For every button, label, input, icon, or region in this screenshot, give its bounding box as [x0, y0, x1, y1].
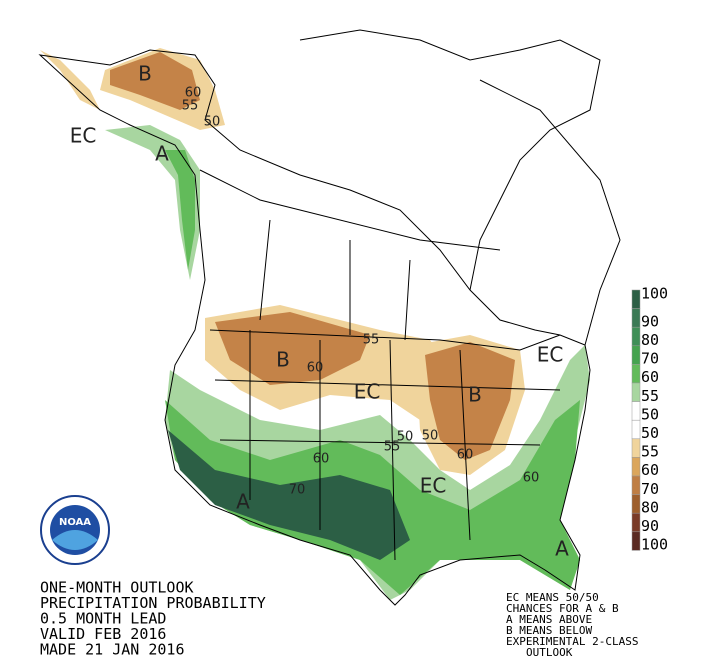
- region: [425, 342, 515, 460]
- legend-label: 100: [641, 285, 668, 303]
- map-label: 50: [204, 115, 221, 130]
- region: [215, 312, 370, 385]
- map-label: 50: [397, 430, 414, 445]
- legend-swatch: [631, 401, 641, 421]
- legend-swatch: [631, 382, 641, 402]
- outlook-line: PRECIPITATION PROBABILITY: [40, 594, 266, 612]
- legend-label: 55: [641, 387, 659, 405]
- outlook-line: VALID FEB 2016: [40, 625, 166, 643]
- legend-label: 50: [641, 405, 659, 423]
- outlook-line: 0.5 MONTH LEAD: [40, 610, 166, 628]
- map-label: 55: [384, 440, 401, 455]
- noaa-logo: NOAA: [40, 495, 110, 565]
- region: [110, 52, 200, 110]
- map-label: A: [155, 142, 169, 166]
- note-line: A MEANS ABOVE: [506, 613, 592, 626]
- outlook-line: ONE-MONTH OUTLOOK: [40, 579, 194, 597]
- legend-swatch: [631, 457, 641, 477]
- map-label: B: [276, 348, 290, 372]
- map-label: EC: [420, 474, 447, 498]
- map-label: 60: [313, 452, 330, 467]
- map-label: B: [468, 383, 482, 407]
- legend-swatch: [631, 345, 641, 365]
- map-label: 50: [422, 429, 439, 444]
- legend-swatch: [631, 308, 641, 328]
- logo-wave: [52, 530, 98, 550]
- note-line: B MEANS BELOW: [506, 624, 592, 637]
- note-line: EC MEANS 50/50: [506, 591, 599, 604]
- map-label: 60: [457, 448, 474, 463]
- map-label: A: [555, 537, 569, 561]
- map-label: EC: [537, 343, 564, 367]
- logo-text: NOAA: [59, 517, 91, 528]
- legend-swatch: [631, 326, 641, 347]
- legend-swatch: [631, 419, 641, 440]
- map-label: B: [138, 62, 152, 86]
- map-label: 60: [523, 471, 540, 486]
- map-label: EC: [70, 124, 97, 148]
- probability-regions: [40, 48, 590, 600]
- legend-label: 80: [641, 331, 659, 349]
- map-label: 55: [182, 99, 199, 114]
- legend-swatch: [631, 494, 641, 514]
- legend-swatch: [631, 364, 641, 384]
- map-label: 55: [363, 333, 380, 348]
- region: [168, 430, 410, 560]
- map-label: 70: [289, 483, 306, 498]
- legend-swatch: [631, 438, 641, 458]
- legend-swatch: [631, 289, 641, 309]
- map-label: 60: [185, 86, 202, 101]
- note-line: OUTLOOK: [526, 646, 573, 659]
- legend-label: 55: [641, 443, 659, 461]
- region: [165, 150, 195, 270]
- coastline: [38, 49, 591, 606]
- legend-label: 50: [641, 424, 659, 442]
- border: [199, 169, 561, 351]
- outlook-line: MADE 21 JAN 2016: [40, 641, 185, 659]
- note-line: CHANCES FOR A & B: [506, 602, 619, 615]
- legend-label: 100: [641, 536, 668, 554]
- map-label: 60: [307, 361, 324, 376]
- map-label: A: [236, 490, 250, 514]
- legend-label: 60: [641, 461, 659, 479]
- state-border: [214, 330, 561, 561]
- legend-label: 60: [641, 368, 659, 386]
- legend-label: 80: [641, 498, 659, 516]
- legend-swatch: [631, 512, 641, 533]
- note-line: EXPERIMENTAL 2-CLASS: [506, 635, 638, 648]
- legend-swatch: [631, 531, 641, 551]
- legend-swatch: [631, 475, 641, 495]
- legend-label: 90: [641, 517, 659, 535]
- legend-label: 70: [641, 480, 659, 498]
- legend-label: 90: [641, 312, 659, 330]
- map-label: EC: [354, 380, 381, 404]
- coastlines: [38, 29, 621, 606]
- legend-label: 70: [641, 350, 659, 368]
- region: [40, 50, 100, 110]
- coastline: [479, 79, 621, 346]
- coastline: [299, 29, 601, 291]
